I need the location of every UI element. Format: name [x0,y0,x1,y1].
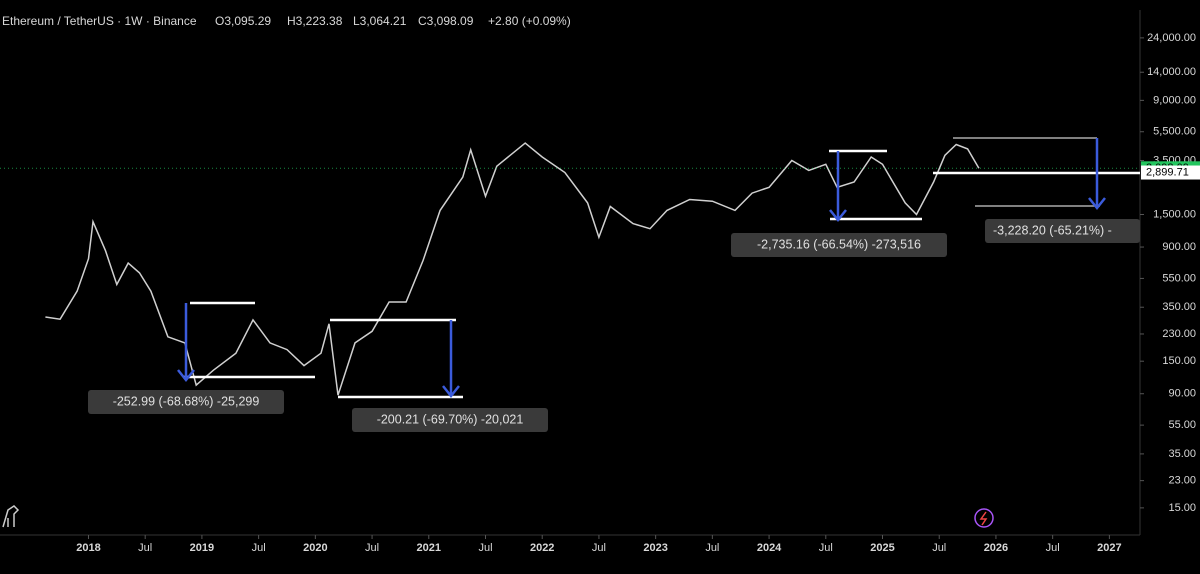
measure-label: -200.21 (-69.70%) -20,021 [352,408,548,432]
y-tick-label: 900.00 [1162,241,1196,253]
x-tick-label: Jul [819,542,833,554]
x-tick-label: Jul [138,542,152,554]
measure-text: -200.21 (-69.70%) -20,021 [377,412,524,426]
measure-label: -2,735.16 (-66.54%) -273,516 [731,233,947,257]
alert-icon[interactable] [974,508,994,528]
x-tick-label: Jul [932,542,946,554]
plot [0,142,1140,396]
label-box [731,233,947,257]
y-tick-label: 550.00 [1162,272,1196,284]
y-tick-label: 9,000.00 [1153,94,1196,106]
y-tick-label: 23.00 [1168,475,1196,487]
axes: 24,000.0014,000.009,000.005,500.003,500.… [76,32,1200,554]
x-tick-label: Jul [478,542,492,554]
x-tick-label: 2022 [530,542,554,554]
label-box [352,408,548,432]
y-tick-label: 350.00 [1162,301,1196,313]
x-tick-label: 2021 [417,542,441,554]
measure-label: -252.99 (-68.68%) -25,299 [88,390,284,414]
arrow-head [177,369,195,383]
y-tick-label: 150.00 [1162,355,1196,367]
arrow-head [1088,197,1106,211]
x-tick-label: 2023 [643,542,667,554]
x-tick-label: Jul [592,542,606,554]
y-tick-label: 15.00 [1168,502,1196,514]
low: L3,064.21 [353,14,407,28]
alert-icon-bolt [979,511,988,526]
symbol: Ethereum / TetherUS · 1W · Binance [2,14,197,28]
measure-label: -3,228.20 (-65.21%) - [985,219,1140,243]
x-tick-label: Jul [705,542,719,554]
y-tick-label: 5,500.00 [1153,126,1196,138]
x-tick-label: 2025 [870,542,894,554]
x-tick-label: Jul [252,542,266,554]
price-box-label: 2,899.71 [1146,166,1189,178]
label-box [88,390,284,414]
measure-text: -2,735.16 (-66.54%) -273,516 [757,237,921,251]
x-tick-label: 2019 [190,542,214,554]
y-tick-label: 24,000.00 [1147,32,1196,44]
label-box [985,219,1140,243]
price-line [45,142,980,396]
arrow-head [829,209,847,223]
open: O3,095.29 [215,14,271,28]
y-tick-label: 55.00 [1168,419,1196,431]
close: C3,098.09 [418,14,474,28]
x-tick-label: 2018 [76,542,100,554]
drawings [177,137,1140,399]
x-tick-label: 2027 [1097,542,1121,554]
high: H3,223.38 [287,14,343,28]
y-tick-label: 35.00 [1168,448,1196,460]
x-tick-label: 2020 [303,542,327,554]
y-tick-label: 1,500.00 [1153,208,1196,220]
x-tick-label: Jul [1046,542,1060,554]
measure-text: -3,228.20 (-65.21%) - [993,223,1112,237]
price-box [1141,165,1200,180]
y-tick-label: 90.00 [1168,388,1196,400]
y-tick-label: 14,000.00 [1147,66,1196,78]
change: +2.80 (+0.09%) [488,14,571,28]
x-tick-label: 2024 [757,542,782,554]
arrow-head [442,385,460,399]
y-tick-label: 230.00 [1162,328,1196,340]
logo-icon [2,505,20,528]
x-tick-label: Jul [365,542,379,554]
x-tick-label: 2026 [984,542,1008,554]
measure-text: -252.99 (-68.68%) -25,299 [113,394,260,408]
